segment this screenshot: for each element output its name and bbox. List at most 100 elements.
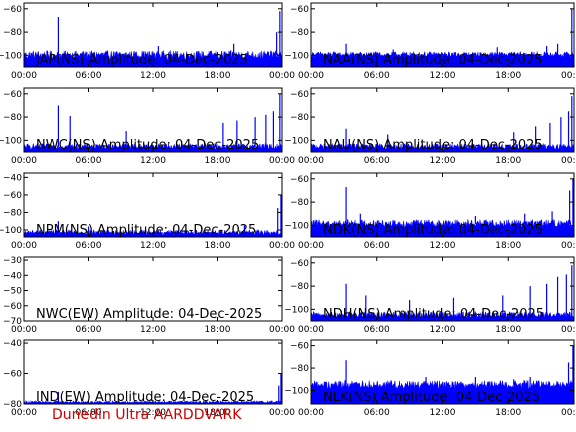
x-tick-label: 06:00 <box>76 325 102 335</box>
x-tick-label: 18:00 <box>205 241 231 251</box>
x-tick-label: 18:00 <box>205 71 231 81</box>
panel-6: NDK(NS) Amplitude: 04-Dec-2025 −100 −80 −60… <box>284 172 576 251</box>
panel-title: NLK(NS) Amplitude: 04-Dec-2025 <box>323 390 540 405</box>
plot-area <box>311 178 574 237</box>
x-tick-label: 00:00 <box>269 325 295 335</box>
y-tick-label: −40 <box>3 173 22 183</box>
panel-title: NDH(NS) Amplitude: 04-Dec-2025 <box>323 307 544 322</box>
panel-5: NPM(NS) Amplitude: 04-Dec-2025 −100 −80 −60… <box>0 172 295 251</box>
y-tick-label: −60 <box>3 302 22 312</box>
x-tick-label: 00:00 <box>561 408 576 418</box>
y-tick-label: −70 <box>3 317 22 327</box>
x-tick-label: 06:00 <box>364 156 390 166</box>
y-tick-label: −100 <box>284 51 309 61</box>
x-tick-label: 06:00 <box>364 408 390 418</box>
x-tick-label: 12:00 <box>140 241 166 251</box>
x-tick-label: 00:00 <box>561 325 576 335</box>
noise-floor-area <box>311 379 574 404</box>
panel-8: NDH(NS) Amplitude: 04-Dec-2025 −100 −80 −60… <box>284 256 576 335</box>
y-tick-label: −60 <box>3 370 22 380</box>
x-tick-label: 00:00 <box>561 156 576 166</box>
x-tick-label: 18:00 <box>495 156 521 166</box>
x-tick-label: 12:00 <box>430 408 456 418</box>
station-footer: Dunedin Ultra AARDDVARK <box>52 407 242 423</box>
x-tick-label: 00:00 <box>269 241 295 251</box>
y-tick-label: −100 <box>284 387 309 397</box>
x-tick-label: 00:00 <box>11 156 37 166</box>
y-tick-label: −80 <box>3 28 22 38</box>
y-tick-label: −80 <box>3 400 22 410</box>
panel-9: IND(EW) Amplitude: 04-Dec-2025 −80 −60 −40 0… <box>3 339 295 418</box>
x-tick-label: 00:00 <box>298 156 324 166</box>
x-tick-label: 00:00 <box>11 241 37 251</box>
x-tick-label: 00:00 <box>269 156 295 166</box>
x-tick-label: 00:00 <box>269 71 295 81</box>
x-tick-label: 00:00 <box>561 241 576 251</box>
panel-title: NWC(EW) Amplitude: 04-Dec-2025 <box>36 307 262 322</box>
x-tick-label: 18:00 <box>205 325 231 335</box>
x-tick-label: 00:00 <box>298 241 324 251</box>
y-tick-label: −80 <box>3 113 22 123</box>
y-tick-label: −60 <box>3 5 22 15</box>
y-tick-label: −100 <box>0 51 22 61</box>
x-tick-label: 12:00 <box>430 325 456 335</box>
x-tick-label: 12:00 <box>140 156 166 166</box>
noise-floor-area <box>24 50 282 67</box>
y-tick-label: −40 <box>3 271 22 281</box>
panel-title: NDK(NS) Amplitude: 04-Dec-2025 <box>323 223 543 238</box>
y-tick-label: −100 <box>284 221 309 231</box>
x-tick-label: 18:00 <box>205 156 231 166</box>
y-tick-label: −60 <box>3 90 22 100</box>
y-tick-label: −60 <box>290 5 309 15</box>
panel-2: NAA(NS) Amplitude: 04-Dec-2025 −100 −80 −60… <box>284 2 576 81</box>
x-tick-label: 06:00 <box>76 408 102 418</box>
panel-7: NWC(EW) Amplitude: 04-Dec-2025 −70 −60 −50 −… <box>3 256 295 335</box>
x-tick-label: 00:00 <box>269 408 295 418</box>
y-tick-label: −80 <box>290 282 309 292</box>
x-tick-label: 12:00 <box>140 71 166 81</box>
y-tick-label: −30 <box>3 256 22 266</box>
x-tick-label: 06:00 <box>364 241 390 251</box>
y-tick-label: −60 <box>290 259 309 269</box>
x-tick-label: 12:00 <box>140 408 166 418</box>
y-tick-label: −100 <box>284 136 309 146</box>
y-tick-label: −80 <box>290 198 309 208</box>
y-tick-label: −50 <box>3 287 22 297</box>
x-tick-label: 18:00 <box>495 408 521 418</box>
x-tick-label: 06:00 <box>76 71 102 81</box>
panel-4: NAU(NS) Amplitude: 04-Dec-2025 −100 −80 −60… <box>284 87 576 166</box>
x-tick-label: 18:00 <box>205 408 231 418</box>
x-tick-label: 12:00 <box>430 71 456 81</box>
panel-title: NPM(NS) Amplitude: 04-Dec-2025 <box>36 223 256 238</box>
x-tick-label: 00:00 <box>11 71 37 81</box>
x-tick-label: 18:00 <box>495 241 521 251</box>
x-tick-label: 00:00 <box>298 408 324 418</box>
panel-title: NAU(NS) Amplitude: 04-Dec-2025 <box>323 138 543 153</box>
y-tick-label: −60 <box>290 342 309 352</box>
panel-title: IND(EW) Amplitude: 04-Dec-2025 <box>36 390 254 405</box>
plot-area <box>24 11 282 67</box>
x-tick-label: 00:00 <box>11 325 37 335</box>
y-tick-label: −60 <box>3 191 22 201</box>
y-tick-label: −100 <box>0 226 22 236</box>
x-tick-label: 00:00 <box>11 408 37 418</box>
panel-title: NAA(NS) Amplitude: 04-Dec-2025 <box>323 53 542 68</box>
x-tick-label: 00:00 <box>298 325 324 335</box>
panel-1: JAP(NS) Amplitude: 04-Dec-2025 −100 −80 −60… <box>0 2 295 81</box>
x-tick-label: 00:00 <box>298 71 324 81</box>
x-tick-label: 06:00 <box>76 241 102 251</box>
panel-title: NWC(NS) Amplitude: 04-Dec-2025 <box>36 138 259 153</box>
x-tick-label: 06:00 <box>76 156 102 166</box>
panel-title: JAP(NS) Amplitude: 04-Dec-2025 <box>35 53 248 68</box>
x-tick-label: 12:00 <box>430 241 456 251</box>
x-tick-label: 06:00 <box>364 325 390 335</box>
x-tick-label: 12:00 <box>140 325 166 335</box>
panel-10: NLK(NS) Amplitude: 04-Dec-2025 −100 −80 −60… <box>284 339 576 418</box>
x-tick-label: 06:00 <box>364 71 390 81</box>
y-tick-label: −80 <box>290 28 309 38</box>
panel-3: NWC(NS) Amplitude: 04-Dec-2025 −100 −80 −60… <box>0 87 295 166</box>
noise-floor-area <box>311 218 574 237</box>
y-tick-label: −100 <box>0 136 22 146</box>
x-tick-label: 18:00 <box>495 325 521 335</box>
